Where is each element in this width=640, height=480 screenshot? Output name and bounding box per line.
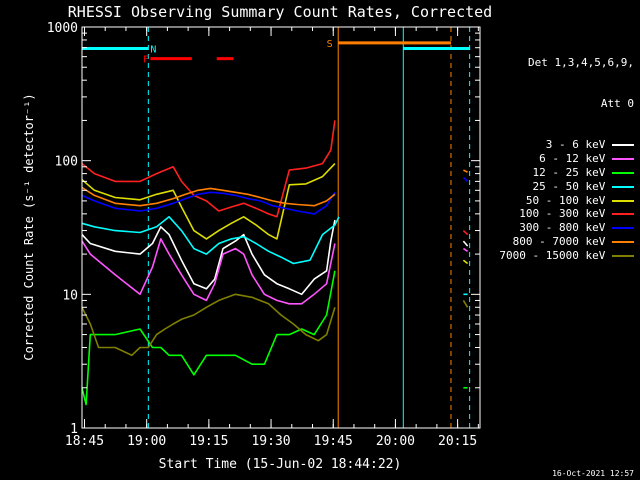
x-tick-label-2: 19:00 <box>127 434 166 449</box>
axes: 1 10 100 1000 18:45 19:00 19:15 19:30 19:45 20:00… <box>47 21 481 449</box>
series-4 <box>81 216 468 296</box>
series-9-segment-1 <box>81 293 336 357</box>
series-5-segment-2 <box>462 259 469 265</box>
x-tick-label-5: 19:45 <box>314 434 353 449</box>
series-6-segment-1 <box>81 120 336 218</box>
legend-label: 100 - 300 keV <box>519 207 612 221</box>
chart-title: RHESSI Observing Summary Count Rates, Co… <box>68 3 492 21</box>
series-8 <box>81 169 468 207</box>
x-tick-label-1: 18:45 <box>65 434 104 449</box>
series-7-segment-1 <box>81 191 336 215</box>
series-9 <box>81 293 469 357</box>
legend: Det 1,3,4,5,6,9, Att 0 3 - 6 keV 6 - 12 … <box>464 28 634 290</box>
series-2-segment-2 <box>462 247 469 252</box>
series-8-segment-1 <box>81 186 336 207</box>
legend-label: 6 - 12 keV <box>539 152 612 166</box>
series-lines <box>81 120 469 406</box>
legend-item-9: 7000 - 15000 keV <box>464 249 634 263</box>
legend-label: 50 - 100 keV <box>525 193 612 207</box>
legend-swatch <box>612 185 634 188</box>
series-9-segment-2 <box>462 299 469 308</box>
legend-swatch <box>612 171 634 174</box>
series-1-segment-1 <box>81 219 336 296</box>
legend-label: 25 - 50 keV <box>532 179 612 193</box>
series-6-segment-2 <box>462 230 469 236</box>
flag-bars: NF S <box>82 39 470 66</box>
x-tick-label-3: 19:15 <box>189 434 228 449</box>
legend-swatch <box>612 227 634 230</box>
legend-item-7: 300 - 800 keV <box>464 221 634 235</box>
y-axis-label: Corrected Count Rate (s⁻¹ detector⁻¹) <box>22 93 36 360</box>
legend-item-8: 800 - 7000 keV <box>464 235 634 249</box>
legend-item-5: 50 - 100 keV <box>464 194 634 208</box>
legend-label: 300 - 800 keV <box>519 221 612 235</box>
y-tick-label-2: 10 <box>62 288 78 303</box>
legend-item-6: 100 - 300 keV <box>464 207 634 221</box>
flag-label-n: N <box>150 45 156 56</box>
legend-items: 3 - 6 keV 6 - 12 keV 12 - 25 keV 25 - 50… <box>464 138 634 262</box>
footer-timestamp: 16-Oct-2021 12:57 <box>552 469 634 478</box>
legend-swatch <box>612 213 634 216</box>
legend-header-line-1: Det 1,3,4,5,6,9, <box>528 55 634 69</box>
legend-swatch <box>612 199 634 202</box>
vertical-markers <box>147 27 471 428</box>
y-tick-label-1: 1 <box>70 422 78 437</box>
x-tick-label-4: 19:30 <box>251 434 290 449</box>
flag-label-f: F <box>143 55 149 66</box>
plot-frame <box>81 26 481 429</box>
legend-item-3: 12 - 25 keV <box>464 166 634 180</box>
series-7 <box>81 176 469 215</box>
legend-label: 12 - 25 keV <box>532 165 612 179</box>
legend-label: 7000 - 15000 keV <box>499 248 612 262</box>
y-tick-label-4: 1000 <box>47 21 78 36</box>
series-5 <box>81 163 469 265</box>
legend-swatch <box>612 254 634 257</box>
legend-header-line-2: Att 0 <box>600 96 634 110</box>
legend-item-2: 6 - 12 keV <box>464 152 634 166</box>
legend-label: 3 - 6 keV <box>545 138 612 152</box>
series-6 <box>81 120 469 236</box>
x-tick-label-6: 20:00 <box>376 434 415 449</box>
series-3-segment-1 <box>81 270 336 406</box>
legend-swatch <box>612 144 634 147</box>
x-tick-label-7: 20:15 <box>438 434 477 449</box>
legend-swatch <box>612 158 634 161</box>
series-1-segment-2 <box>462 240 469 247</box>
legend-swatch <box>612 240 634 243</box>
series-1 <box>81 219 469 296</box>
legend-item-1: 3 - 6 keV <box>464 138 634 152</box>
series-8-segment-2 <box>463 169 468 173</box>
series-5-segment-1 <box>81 163 336 240</box>
series-2 <box>81 238 469 305</box>
series-7-segment-2 <box>462 176 469 182</box>
x-axis-label: Start Time (15-Jun-02 18:44:22) <box>159 457 402 472</box>
flag-label-s: S <box>327 39 333 50</box>
y-tick-label-3: 100 <box>55 155 78 170</box>
series-3 <box>81 270 468 406</box>
legend-label: 800 - 7000 keV <box>512 234 612 248</box>
legend-item-4: 25 - 50 keV <box>464 180 634 194</box>
series-2-segment-1 <box>81 238 336 305</box>
series-4-segment-1 <box>81 216 340 265</box>
